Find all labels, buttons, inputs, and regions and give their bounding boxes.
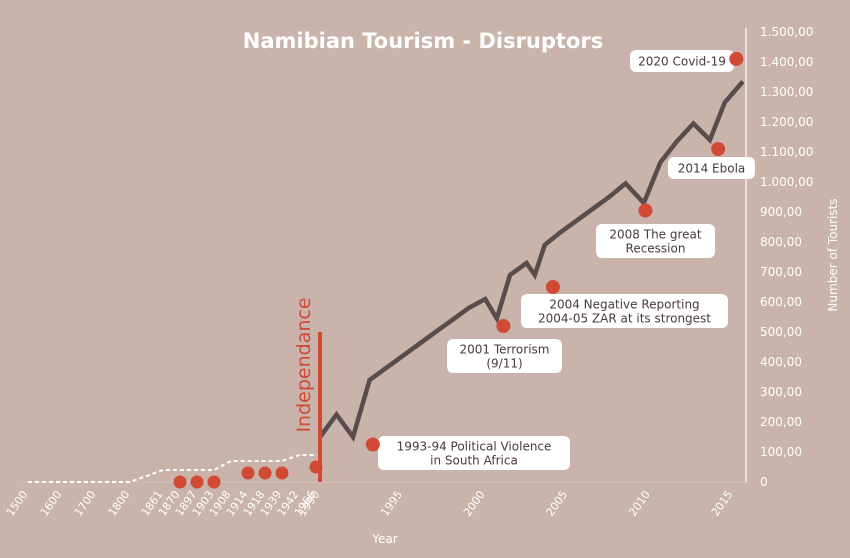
x-tick-label: 1500: [4, 488, 31, 518]
independence-bar: [318, 332, 322, 482]
event-marker: [545, 280, 560, 294]
y-tick-label: 400,00: [760, 355, 802, 369]
y-tick-label: 1.000,00: [760, 175, 813, 189]
event-label: Recession: [626, 242, 686, 256]
x-tick-label: 2010: [626, 488, 653, 518]
y-axis-label: Number of Tourists: [826, 198, 840, 311]
x-axis-label: Year: [371, 532, 397, 546]
x-tick-label: 1700: [72, 488, 99, 518]
event-marker: [496, 319, 511, 333]
y-tick-label: 1.300,00: [760, 85, 813, 99]
event-label: 2014 Ebola: [678, 162, 746, 176]
event-marker: [638, 203, 653, 218]
independence-label: Independance: [293, 297, 315, 432]
x-tick-label: 1995: [378, 488, 405, 518]
event-marker: [711, 142, 726, 156]
x-tick-label: 1600: [38, 488, 65, 518]
series-line-tourists: [318, 80, 745, 443]
historic-marker: [173, 475, 187, 489]
event-label: 2004 Negative Reporting: [549, 298, 699, 312]
y-tick-label: 200,00: [760, 415, 802, 429]
y-tick-label: 900,00: [760, 205, 802, 219]
x-tick-label: 1800: [106, 488, 133, 518]
event-callout-box: [596, 224, 715, 258]
historic-marker: [190, 475, 204, 489]
event-callout-box: [378, 436, 570, 470]
x-tick-label: 2015: [709, 488, 736, 518]
historic-marker: [207, 475, 221, 489]
y-tick-label: 300,00: [760, 385, 802, 399]
event-label: (9/11): [486, 357, 522, 371]
x-tick-label: 2005: [544, 488, 571, 518]
y-tick-label: 1.200,00: [760, 115, 813, 129]
historic-marker: [275, 466, 289, 480]
event-marker: [729, 52, 744, 66]
event-callout-box: [521, 294, 728, 328]
chart-title: Namibian Tourism - Disruptors: [243, 29, 603, 53]
event-label: in South Africa: [430, 454, 518, 468]
x-tick-label: 2000: [461, 488, 488, 518]
y-tick-label: 1.500,00: [760, 25, 813, 39]
y-tick-label: 1.400,00: [760, 55, 813, 69]
y-tick-label: 700,00: [760, 265, 802, 279]
historic-marker: [241, 466, 255, 480]
y-tick-label: 100,00: [760, 445, 802, 459]
event-callout-box: [630, 50, 734, 72]
event-callout-box: [668, 157, 755, 179]
event-label: 2004-05 ZAR at its strongest: [538, 312, 711, 326]
event-callout-box: [447, 339, 562, 373]
event-label: 2001 Terrorism: [460, 343, 550, 357]
event-label: 2020 Covid-19: [638, 55, 726, 69]
y-tick-label: 1.100,00: [760, 145, 813, 159]
series-line-historic: [28, 454, 316, 483]
event-label: 1993-94 Political Violence: [397, 440, 552, 454]
y-tick-label: 800,00: [760, 235, 802, 249]
y-tick-label: 0: [760, 475, 768, 489]
event-marker: [365, 437, 380, 452]
historic-marker: [309, 460, 323, 474]
event-label: 2008 The great: [609, 228, 702, 242]
historic-marker: [258, 466, 272, 480]
y-tick-label: 500,00: [760, 325, 802, 339]
y-tick-label: 600,00: [760, 295, 802, 309]
